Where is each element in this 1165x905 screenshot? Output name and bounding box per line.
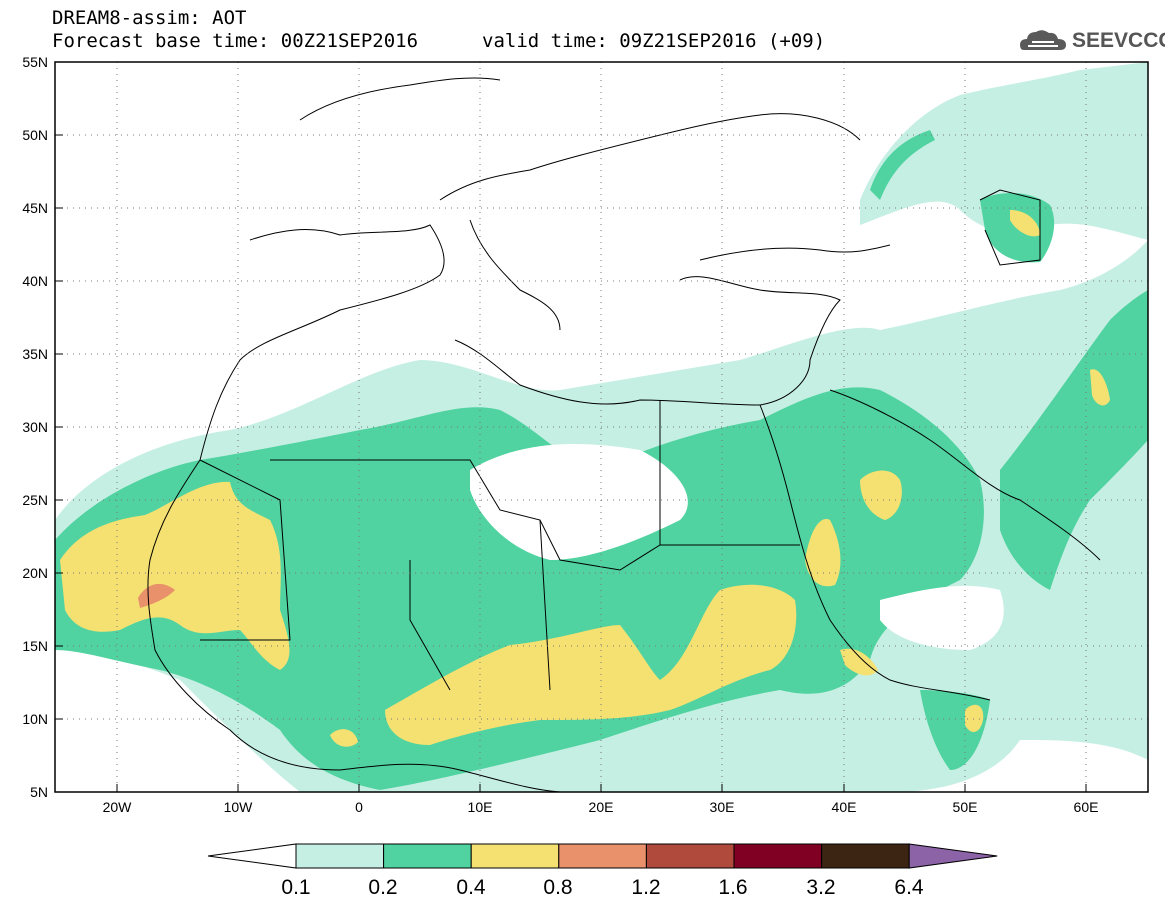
lat-label: 50N xyxy=(22,127,48,143)
legend-value: 0.8 xyxy=(543,876,572,899)
legend-cells xyxy=(207,843,998,869)
lat-label: 10N xyxy=(22,711,48,727)
map-grid xyxy=(55,62,1148,792)
aot-contours xyxy=(55,62,1148,792)
seevccc-logo-icon xyxy=(1020,30,1066,50)
legend-value: 3.2 xyxy=(806,876,835,899)
legend-cell xyxy=(295,843,385,869)
aot-map: 55N 50N 45N 40N 35N 30N 25N 20N 15N 10N … xyxy=(22,54,1149,815)
lon-labels: 20W 10W 0 10E 20E 30E 40E 50E 60E xyxy=(103,799,1099,815)
lon-label: 40E xyxy=(832,799,857,815)
legend-cell xyxy=(821,843,910,869)
lon-label: 60E xyxy=(1074,799,1099,815)
coastlines xyxy=(147,77,1101,792)
legend-cell xyxy=(558,843,647,869)
legend-value: 1.6 xyxy=(718,876,747,899)
forecast-base-time: Forecast base time: 00Z21SEP2016 xyxy=(52,30,419,52)
legend-cell-upper xyxy=(908,843,998,869)
logo-text: SEEVCCC xyxy=(1072,29,1165,52)
legend-cell xyxy=(470,843,560,869)
legend-value: 0.1 xyxy=(281,876,310,899)
legend-value: 1.2 xyxy=(631,876,660,899)
map-ticks xyxy=(55,61,1087,792)
lat-label: 55N xyxy=(22,54,48,70)
legend-value: 0.2 xyxy=(368,876,397,899)
lat-label: 40N xyxy=(22,273,48,289)
lon-label: 0 xyxy=(355,799,363,815)
legend-cell-lower xyxy=(207,843,297,869)
legend-labels: 0.1 0.2 0.4 0.8 1.2 1.6 3.2 6.4 xyxy=(281,876,924,899)
lon-label: 10W xyxy=(224,799,254,815)
lat-label: 20N xyxy=(22,565,48,581)
legend-cell xyxy=(733,843,823,869)
legend-cell xyxy=(645,843,735,869)
lon-label: 50E xyxy=(953,799,978,815)
lon-label: 10E xyxy=(468,799,493,815)
lat-label: 25N xyxy=(22,492,48,508)
color-legend: 0.1 0.2 0.4 0.8 1.2 1.6 3.2 6.4 xyxy=(207,843,998,899)
legend-value: 0.4 xyxy=(456,876,486,899)
lat-label: 5N xyxy=(30,784,48,800)
map-title: DREAM8-assim: AOT xyxy=(52,7,247,29)
valid-time: valid time: 09Z21SEP2016 (+09) xyxy=(482,30,826,52)
lon-label: 30E xyxy=(710,799,735,815)
legend-value: 6.4 xyxy=(894,876,924,899)
lat-label: 35N xyxy=(22,346,48,362)
lon-label: 20W xyxy=(103,799,133,815)
lat-label: 15N xyxy=(22,638,48,654)
legend-cell xyxy=(383,843,472,869)
lat-label: 30N xyxy=(22,419,48,435)
lat-labels: 55N 50N 45N 40N 35N 30N 25N 20N 15N 10N … xyxy=(22,54,48,800)
lat-label: 45N xyxy=(22,200,48,216)
lon-label: 20E xyxy=(589,799,614,815)
